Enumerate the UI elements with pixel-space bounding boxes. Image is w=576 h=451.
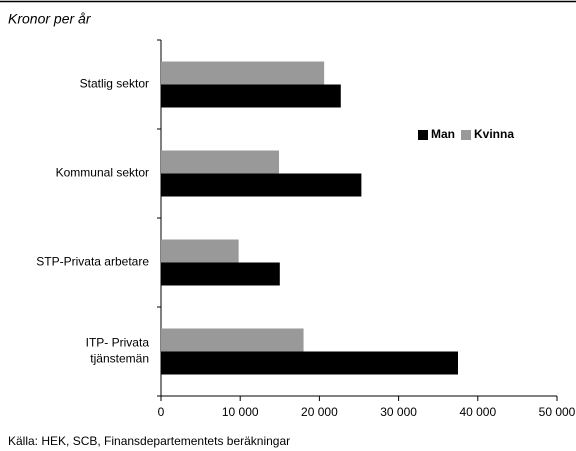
legend-label: Kvinna — [474, 127, 514, 141]
legend-swatch — [461, 130, 471, 140]
x-tick-label: 40 000 — [459, 405, 496, 419]
source-note: Källa: HEK, SCB, Finansdepartementets be… — [8, 434, 290, 448]
x-tick-label: 20 000 — [301, 405, 338, 419]
bar — [161, 351, 458, 375]
bar — [161, 84, 341, 108]
x-tick-label: 30 000 — [380, 405, 417, 419]
legend-label: Man — [431, 127, 455, 141]
x-tick-label: 50 000 — [539, 405, 576, 419]
y-tick-label: STP-Privata arbetare — [36, 255, 149, 269]
bar — [161, 173, 362, 197]
chart-title: Kronor per år — [8, 11, 92, 27]
x-tick-label: 0 — [158, 405, 165, 419]
legend-swatch — [418, 130, 428, 140]
x-tick-label: 10 000 — [222, 405, 259, 419]
bar — [161, 61, 325, 85]
bar — [161, 150, 280, 174]
y-tick-label: Kommunal sektor — [56, 166, 149, 180]
bar — [161, 262, 280, 286]
bar — [161, 239, 239, 263]
bar — [161, 328, 304, 352]
y-tick-label: ITP- Privata tjänstemän — [86, 336, 150, 366]
y-tick-label: Statlig sektor — [80, 77, 149, 91]
